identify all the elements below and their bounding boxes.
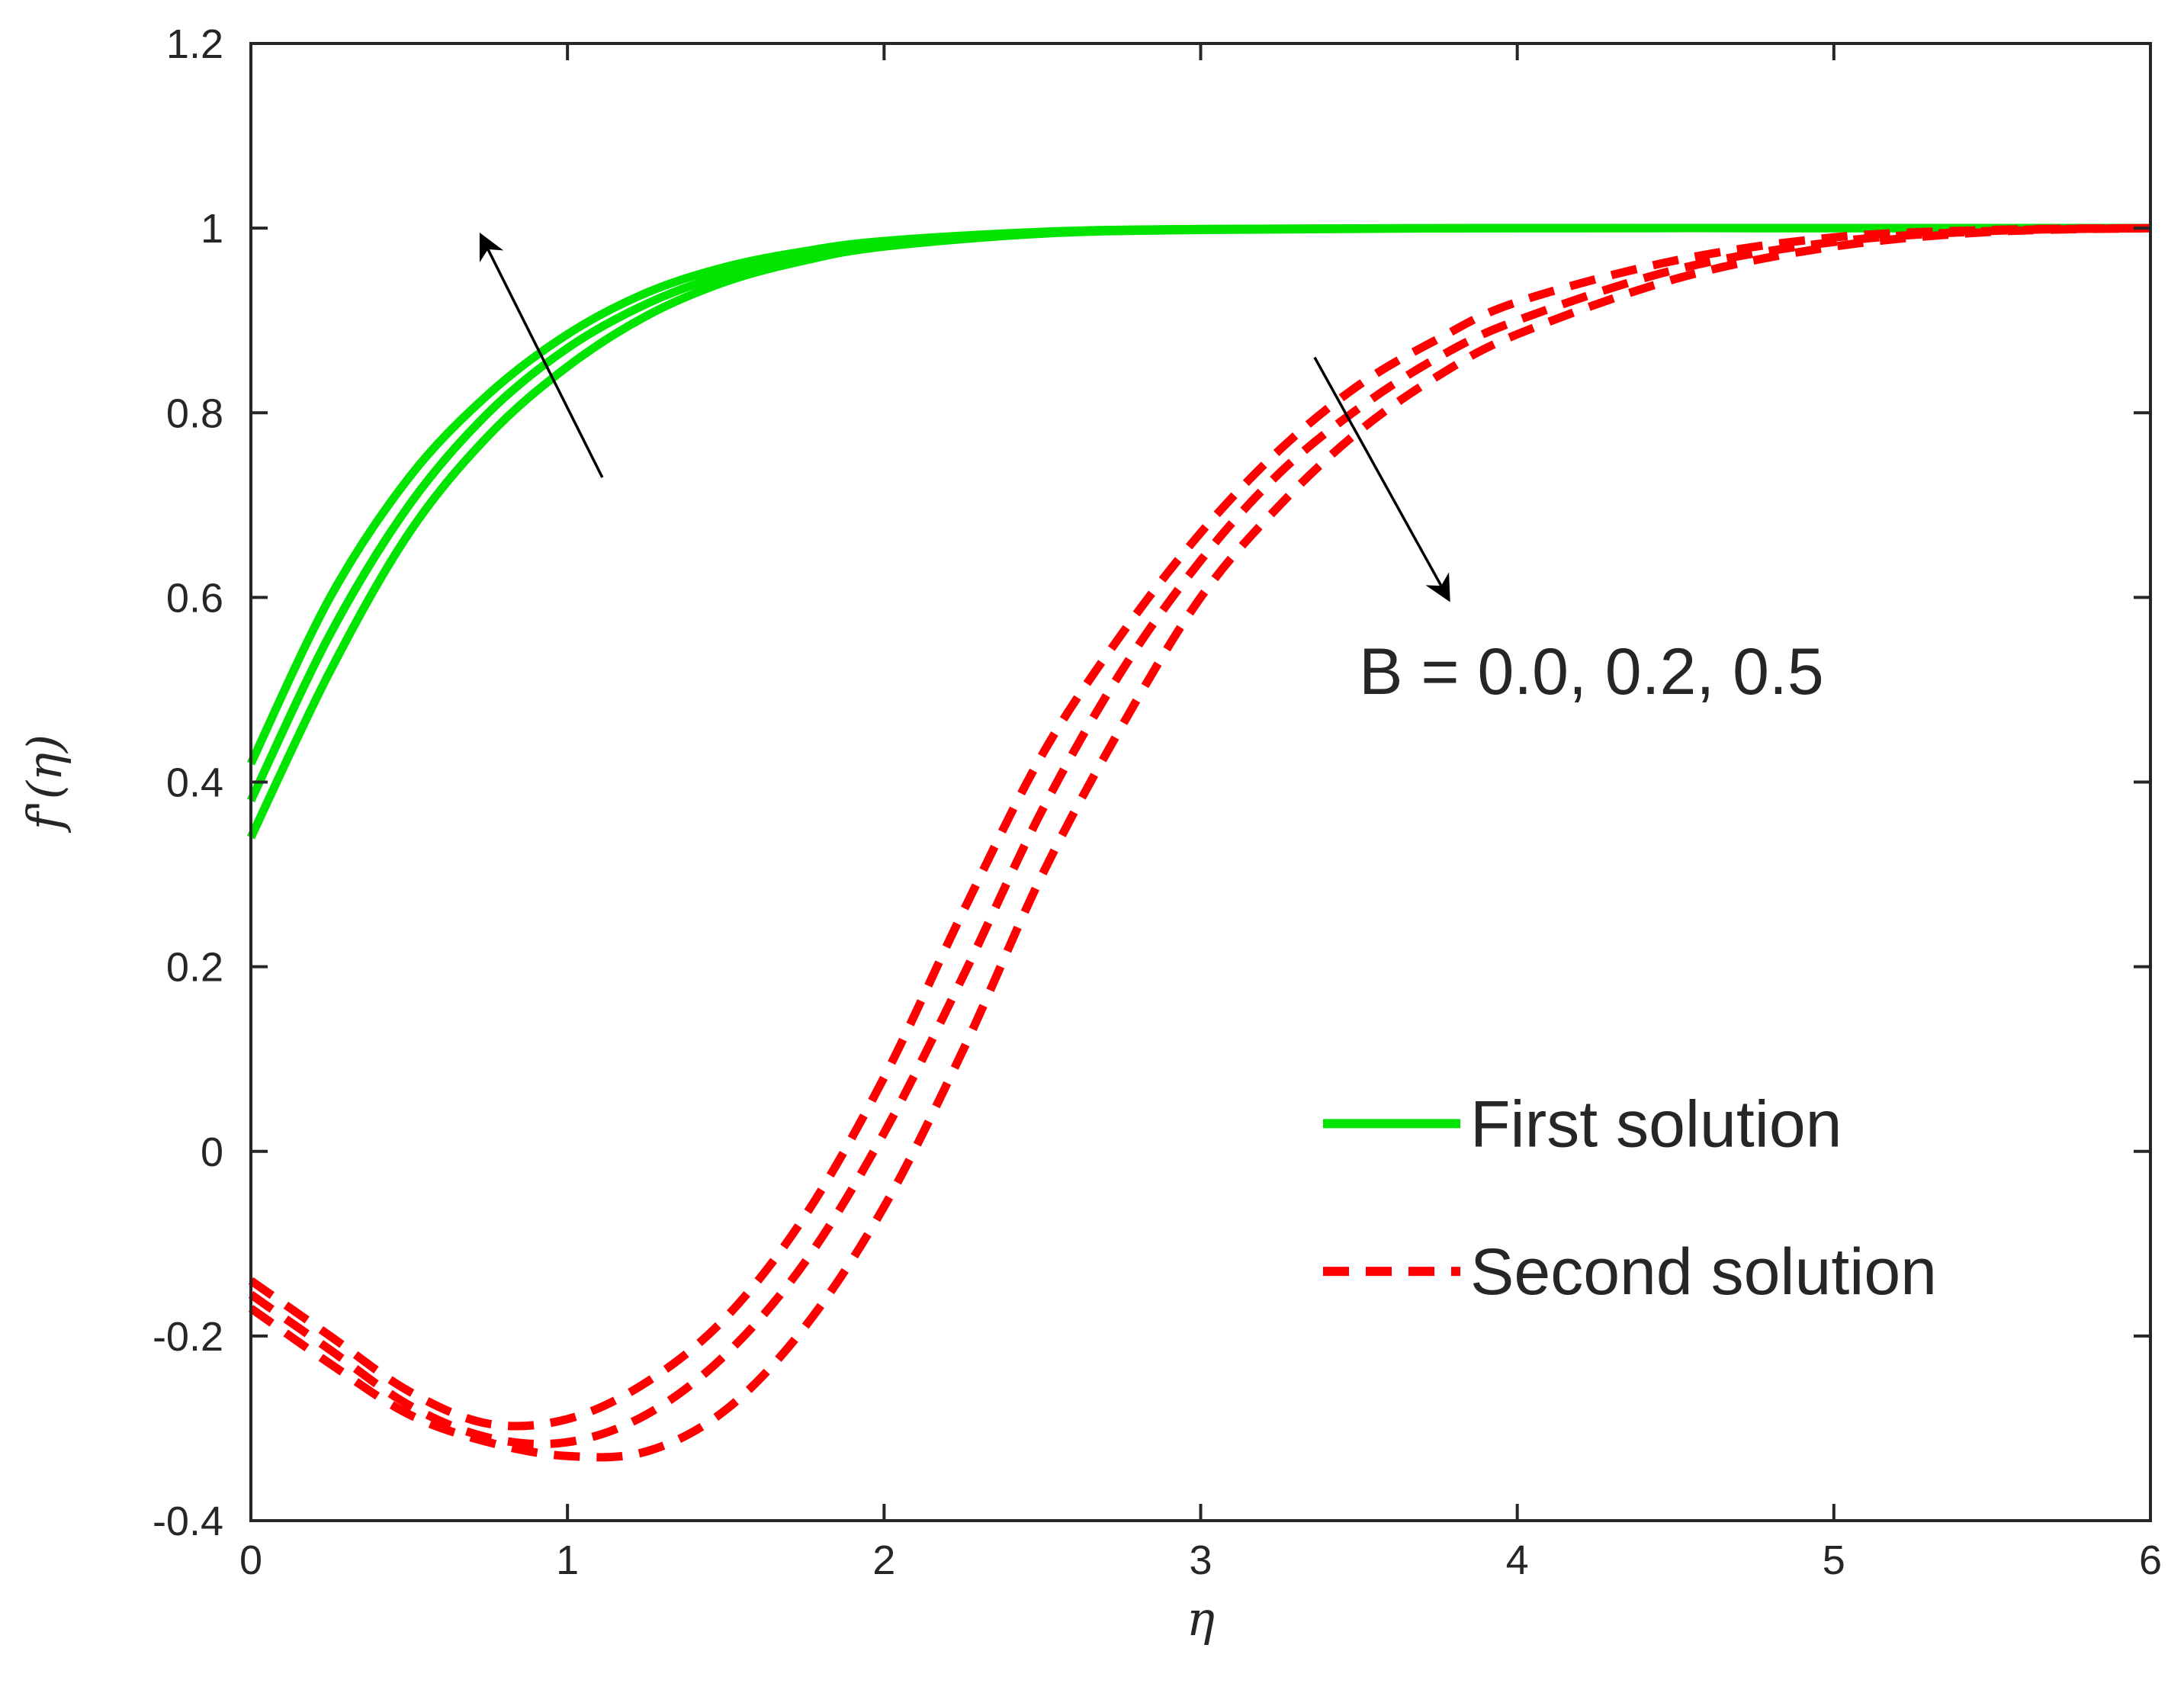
- legend-label-second-solution: Second solution: [1470, 1235, 1937, 1309]
- x-tick-label: 3: [1189, 1537, 1212, 1583]
- second-solution-line-3: [248, 223, 2151, 1431]
- first-solution-line-0: [247, 223, 2150, 766]
- y-tick-label: 0: [201, 1129, 223, 1175]
- x-tick-label: 2: [872, 1537, 895, 1583]
- y-tick-label: -0.2: [153, 1314, 223, 1360]
- y-axis-label: f'(η): [17, 734, 72, 834]
- arrows-layer: [479, 232, 1450, 602]
- legend-label-first-solution: First solution: [1470, 1087, 1842, 1161]
- first-solution-line-1: [247, 223, 2150, 803]
- series-layer: [247, 223, 2151, 1462]
- x-tick-label: 0: [239, 1537, 262, 1583]
- legend: First solution Second solution: [1323, 1087, 1937, 1309]
- y-tick-label: 0.4: [166, 760, 223, 806]
- y-tick-label: 0.6: [166, 575, 223, 621]
- first-solution-line-2: [247, 223, 2150, 840]
- parameter-annotation: B = 0.0, 0.2, 0.5: [1359, 635, 1824, 708]
- x-tick-label: 5: [1823, 1537, 1845, 1583]
- second-solution-line-4: [248, 223, 2151, 1449]
- second-solution-line-5: [248, 223, 2151, 1462]
- y-tick-label: -0.4: [153, 1499, 223, 1544]
- y-tick-label: 0.8: [166, 390, 223, 436]
- y-tick-label: 0.2: [166, 945, 223, 991]
- x-tick-label: 6: [2139, 1537, 2162, 1583]
- x-tick-label: 1: [556, 1537, 579, 1583]
- ticks-layer: 0 1 2 3 4 5 6 -0.4 -0.2 0 0.2 0.4 0.6 0.8 1 1.2: [153, 21, 2162, 1583]
- y-tick-label: 1.2: [166, 21, 223, 67]
- trend-arrow: [1313, 356, 1450, 602]
- x-tick-label: 4: [1506, 1537, 1529, 1583]
- x-axis-label: η: [1187, 1591, 1215, 1646]
- trend-arrow: [479, 232, 604, 478]
- y-tick-label: 1: [201, 206, 223, 252]
